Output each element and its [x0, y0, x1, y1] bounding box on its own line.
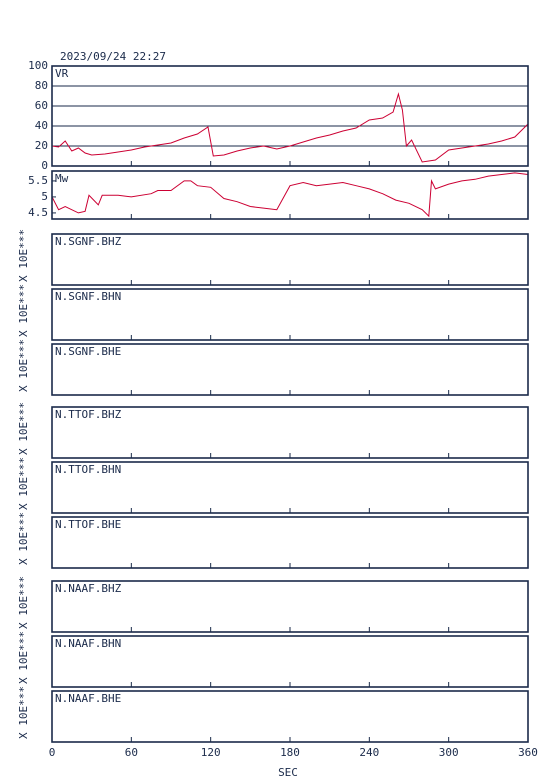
- panel-label: N.TTOF.BHE: [55, 518, 121, 531]
- x-axis-label: SEC: [278, 766, 298, 779]
- panel-frame: [51, 65, 529, 167]
- panel-label: N.TTOF.BHN: [55, 463, 121, 476]
- panel-frame: [51, 580, 529, 633]
- data-line: [51, 92, 529, 163]
- y-tick-label: 20: [35, 139, 48, 152]
- scale-label: X 10E***: [17, 512, 30, 565]
- scale-label: X 10E***: [17, 457, 30, 510]
- panel-label: N.NAAF.BHE: [55, 692, 121, 705]
- panel-frame: [51, 288, 529, 341]
- panel-frame: [51, 170, 529, 220]
- panel-frame: [51, 690, 529, 743]
- x-tick-label: 180: [280, 746, 300, 759]
- chart-title: 2023/09/24 22:27: [60, 50, 166, 63]
- panel-label: Mw: [55, 172, 69, 185]
- panel-label: N.NAAF.BHN: [55, 637, 121, 650]
- scale-label: X 10E***: [17, 402, 30, 455]
- y-tick-label: 60: [35, 99, 48, 112]
- panel-label: VR: [55, 67, 69, 80]
- scale-label: X 10E***: [17, 576, 30, 629]
- panel-label: N.SGNF.BHN: [55, 290, 121, 303]
- y-tick-label: 100: [28, 59, 48, 72]
- panel-label: N.NAAF.BHZ: [55, 582, 122, 595]
- panel-frame: [51, 406, 529, 459]
- panel-frame: [51, 461, 529, 514]
- scale-label: X 10E***: [17, 339, 30, 392]
- x-tick-label: 120: [201, 746, 221, 759]
- scale-label: X 10E***: [17, 229, 30, 282]
- data-line: [51, 172, 529, 218]
- x-tick-label: 360: [518, 746, 538, 759]
- panel-label: N.SGNF.BHZ: [55, 235, 122, 248]
- panel-frame: [51, 233, 529, 286]
- panel-frame: [51, 343, 529, 396]
- y-tick-label: 4.5: [28, 206, 48, 219]
- x-tick-label: 300: [439, 746, 459, 759]
- panel-label: N.SGNF.BHE: [55, 345, 121, 358]
- y-tick-label: 0: [41, 159, 48, 172]
- panel-label: N.TTOF.BHZ: [55, 408, 122, 421]
- y-tick-label: 5.5: [28, 174, 48, 187]
- panel-frame: [51, 635, 529, 688]
- scale-label: X 10E***: [17, 631, 30, 684]
- panel-frame: [51, 516, 529, 569]
- scale-label: X 10E***: [17, 284, 30, 337]
- x-tick-label: 0: [49, 746, 56, 759]
- y-tick-label: 80: [35, 79, 48, 92]
- scale-label: X 10E***: [17, 686, 30, 739]
- x-tick-label: 60: [125, 746, 138, 759]
- x-tick-label: 240: [359, 746, 379, 759]
- y-tick-label: 5: [41, 190, 48, 203]
- y-tick-label: 40: [35, 119, 48, 132]
